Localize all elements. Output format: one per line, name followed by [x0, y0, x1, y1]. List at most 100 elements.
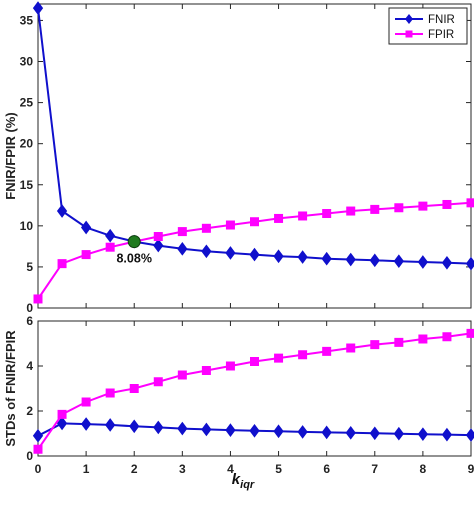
crossover-label: 8.08% — [116, 252, 151, 266]
bottom-point-fnir — [369, 426, 380, 441]
bottom-point-fnir — [441, 427, 453, 442]
top-point-fnir — [56, 204, 68, 218]
bottom-point-fpir — [322, 346, 332, 356]
bottom-point-fnir — [80, 417, 92, 431]
bottom-point-fpir — [153, 377, 163, 387]
bottom-point-fpir — [129, 384, 139, 393]
bottom-point-fnir — [417, 427, 429, 442]
bottom-point-fpir — [201, 366, 211, 375]
bottom-point-fnir — [105, 418, 116, 432]
top-point-fpir — [394, 203, 404, 213]
top-point-fpir — [57, 259, 67, 269]
bottom-point-fpir — [466, 328, 474, 338]
bottom-point-fpir — [346, 343, 356, 353]
top-point-fpir — [250, 217, 259, 227]
top-point-fpir — [418, 201, 428, 211]
top-point-fpir — [105, 242, 115, 252]
bottom-y-tick-label: 4 — [26, 359, 33, 373]
top-point-fnir — [393, 254, 404, 269]
bottom-x-tick-label: 6 — [323, 462, 330, 476]
top-point-fpir — [177, 227, 187, 237]
top-point-fpir — [153, 232, 163, 242]
bottom-y-tick-label: 0 — [26, 449, 33, 463]
top-panel: 0 5 10 15 20 25 30 35 FNIR/FPIR (%) 8.08% — [3, 1, 474, 315]
bottom-y-tick-label: 6 — [26, 314, 33, 328]
bottom-point-fpir — [298, 350, 308, 360]
top-point-fnir — [153, 238, 164, 253]
top-point-fpir — [81, 250, 91, 260]
bottom-point-fpir — [105, 388, 115, 398]
bottom-point-fnir — [56, 416, 68, 431]
bottom-x-tick-label: 9 — [468, 462, 474, 476]
top-point-fnir — [321, 251, 332, 266]
top-point-fnir — [32, 1, 44, 15]
top-point-fnir — [417, 255, 429, 269]
crossover-point — [127, 235, 141, 249]
bottom-point-fpir — [418, 334, 428, 344]
legend: FNIR FPIR — [388, 7, 468, 45]
top-y-tick-label: 20 — [20, 137, 34, 151]
bottom-x-tick-label: 7 — [371, 462, 378, 476]
bottom-point-fnir — [465, 428, 474, 442]
legend-box — [388, 7, 468, 45]
x-axis-label: kiqr — [232, 471, 255, 491]
top-y-tick-label: 15 — [20, 178, 34, 192]
top-point-fpir — [370, 204, 380, 214]
top-point-fnir — [80, 220, 92, 235]
bottom-point-fnir — [201, 422, 212, 437]
bottom-x-tick-label: 5 — [275, 462, 282, 476]
legend-marker-fpir — [405, 30, 413, 38]
bottom-x-tick-label: 0 — [35, 462, 42, 476]
top-point-fpir — [346, 206, 356, 216]
top-point-fnir — [345, 252, 356, 267]
bottom-point-fpir — [370, 340, 380, 350]
bottom-point-fpir — [177, 370, 187, 380]
bottom-point-fpir — [394, 337, 404, 347]
top-point-fnir — [273, 249, 284, 264]
bottom-x-tick-label: 2 — [131, 462, 138, 476]
top-point-fpir — [298, 211, 308, 221]
top-point-fpir — [225, 220, 235, 230]
bottom-point-fnir — [153, 420, 164, 435]
bottom-point-fnir — [297, 425, 308, 439]
bottom-panel: 0 2 4 6 0 1 2 3 4 5 6 7 8 9 STDs of FNIR/FPIR — [3, 314, 474, 476]
bottom-y-axis-label: STDs of FNIR/FPIR — [3, 330, 18, 447]
top-y-tick-label: 30 — [20, 55, 34, 69]
top-point-fnir — [297, 250, 308, 264]
top-y-tick-label: 5 — [26, 260, 33, 274]
top-point-fnir — [105, 228, 116, 243]
bottom-point-fnir — [345, 425, 356, 440]
top-point-fnir — [441, 255, 453, 270]
bottom-point-fnir — [273, 424, 284, 439]
top-point-fpir — [466, 198, 474, 208]
top-point-fnir — [249, 247, 260, 262]
top-point-fpir — [322, 209, 332, 219]
top-point-fnir — [369, 253, 380, 268]
bottom-x-tick-label: 3 — [179, 462, 186, 476]
top-y-tick-label: 35 — [20, 13, 34, 27]
bottom-point-fnir — [177, 421, 188, 436]
bottom-point-fnir — [321, 425, 332, 440]
top-point-fnir — [465, 256, 474, 271]
top-y-axis-label: FNIR/FPIR (%) — [3, 112, 18, 199]
top-point-fpir — [201, 223, 211, 233]
x-axis-label-subscript: iqr — [240, 479, 255, 491]
bottom-point-fnir — [32, 428, 44, 443]
bottom-point-fpir — [225, 361, 235, 371]
bottom-point-fpir — [250, 357, 259, 366]
bottom-point-fpir — [81, 397, 91, 407]
top-point-fnir — [201, 244, 212, 259]
bottom-x-tick-label: 8 — [420, 462, 427, 476]
top-point-fpir — [442, 199, 452, 209]
bottom-point-fnir — [393, 426, 404, 441]
legend-label-fpir: FPIR — [428, 29, 454, 41]
top-point-fnir — [225, 246, 236, 260]
bottom-point-fpir — [274, 353, 284, 363]
top-point-fpir — [274, 213, 284, 223]
bottom-x-tick-label: 1 — [83, 462, 90, 476]
bottom-point-fnir — [129, 419, 140, 434]
top-y-tick-label: 0 — [26, 301, 33, 315]
top-point-fpir — [33, 294, 43, 304]
bottom-x-tick-label: 4 — [227, 462, 234, 476]
